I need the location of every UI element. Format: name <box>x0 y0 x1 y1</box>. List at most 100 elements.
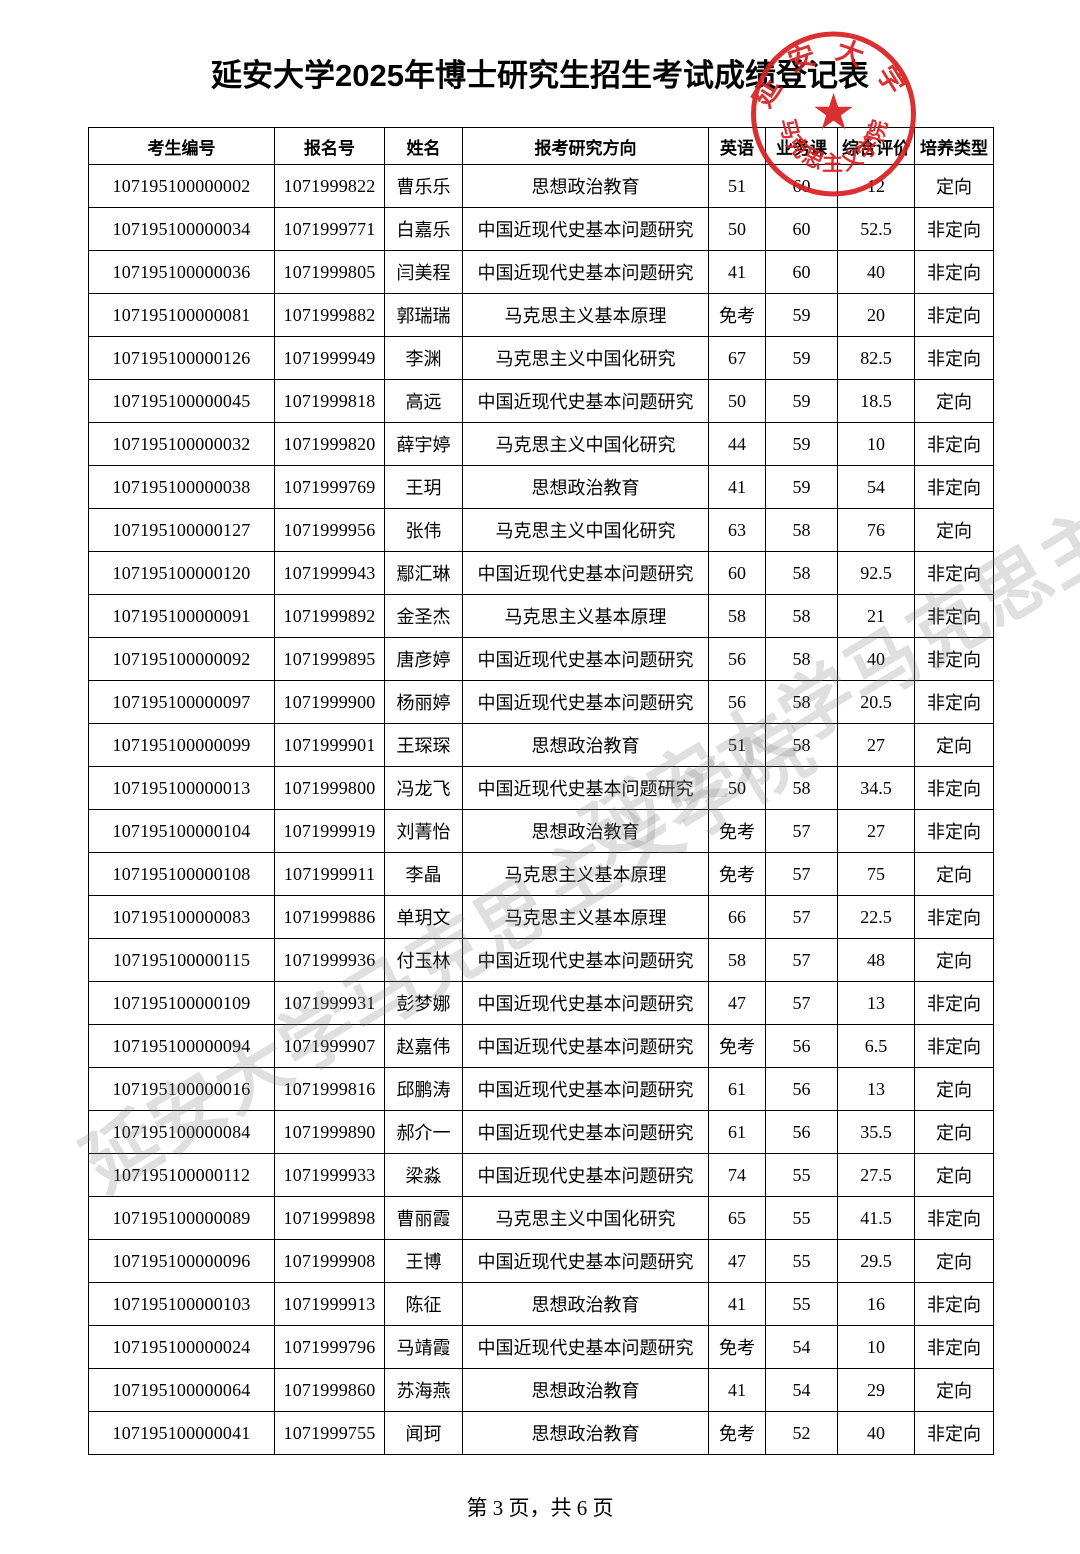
cell-professional: 57 <box>765 895 838 939</box>
cell-english: 51 <box>708 723 766 767</box>
cell-professional: 60 <box>765 250 838 294</box>
cell-name: 闫美程 <box>384 250 463 294</box>
cell-professional: 59 <box>765 293 838 337</box>
cell-comprehensive: 20 <box>837 293 915 337</box>
cell-registration-no: 1071999805 <box>274 250 385 294</box>
table-row: 107195100000097 1071999900 杨丽婷 中国近现代史基本问题研究… <box>88 680 994 724</box>
cell-registration-no: 1071999892 <box>274 594 385 638</box>
cell-research-direction: 中国近现代史基本问题研究 <box>462 1239 709 1283</box>
cell-research-direction: 思想政治教育 <box>462 465 709 509</box>
cell-candidate-id: 107195100000112 <box>88 1153 275 1197</box>
cell-name: 曹乐乐 <box>384 164 463 208</box>
cell-comprehensive: 52.5 <box>837 207 915 251</box>
cell-name: 李晶 <box>384 852 463 896</box>
cell-comprehensive: 92.5 <box>837 551 915 595</box>
cell-name: 苏海燕 <box>384 1368 463 1412</box>
cell-training-type: 定向 <box>914 938 994 982</box>
table-row: 107195100000083 1071999886 单玥文 马克思主义基本原理 66 5… <box>88 895 994 939</box>
cell-english: 免考 <box>708 852 766 896</box>
table-row: 107195100000032 1071999820 薛宇婷 马克思主义中国化研究 44… <box>88 422 994 466</box>
cell-comprehensive: 29.5 <box>837 1239 915 1283</box>
cell-candidate-id: 107195100000094 <box>88 1024 275 1068</box>
cell-english: 51 <box>708 164 766 208</box>
cell-professional: 55 <box>765 1196 838 1240</box>
cell-training-type: 定向 <box>914 1153 994 1197</box>
cell-training-type: 定向 <box>914 1368 994 1412</box>
cell-research-direction: 思想政治教育 <box>462 809 709 853</box>
cell-english: 50 <box>708 207 766 251</box>
cell-name: 邱鹏涛 <box>384 1067 463 1111</box>
table-row: 107195100000038 1071999769 王玥 思想政治教育 41 59 54 非… <box>88 465 994 509</box>
cell-english: 47 <box>708 981 766 1025</box>
cell-professional: 55 <box>765 1153 838 1197</box>
column-header-name: 姓名 <box>384 127 463 165</box>
cell-training-type: 非定向 <box>914 1411 994 1455</box>
table-row: 107195100000103 1071999913 陈征 思想政治教育 41 55 16 非… <box>88 1282 994 1326</box>
cell-candidate-id: 107195100000115 <box>88 938 275 982</box>
column-header-english: 英语 <box>708 127 766 165</box>
cell-candidate-id: 107195100000002 <box>88 164 275 208</box>
cell-registration-no: 1071999933 <box>274 1153 385 1197</box>
cell-training-type: 非定向 <box>914 293 994 337</box>
cell-registration-no: 1071999818 <box>274 379 385 423</box>
cell-professional: 58 <box>765 723 838 767</box>
table-row: 107195100000064 1071999860 苏海燕 思想政治教育 41 54 29… <box>88 1368 994 1412</box>
cell-registration-no: 1071999771 <box>274 207 385 251</box>
cell-professional: 52 <box>765 1411 838 1455</box>
table-row: 107195100000099 1071999901 王琛琛 思想政治教育 51 58 27… <box>88 723 994 767</box>
cell-research-direction: 中国近现代史基本问题研究 <box>462 680 709 724</box>
cell-registration-no: 1071999820 <box>274 422 385 466</box>
cell-professional: 56 <box>765 1110 838 1154</box>
cell-candidate-id: 107195100000091 <box>88 594 275 638</box>
cell-comprehensive: 20.5 <box>837 680 915 724</box>
cell-candidate-id: 107195100000016 <box>88 1067 275 1111</box>
cell-english: 50 <box>708 379 766 423</box>
cell-professional: 58 <box>765 551 838 595</box>
table-row: 107195100000096 1071999908 王博 中国近现代史基本问题研究 4… <box>88 1239 994 1283</box>
cell-candidate-id: 107195100000096 <box>88 1239 275 1283</box>
cell-english: 免考 <box>708 1024 766 1068</box>
cell-name: 单玥文 <box>384 895 463 939</box>
cell-name: 高远 <box>384 379 463 423</box>
cell-english: 41 <box>708 1368 766 1412</box>
cell-comprehensive: 35.5 <box>837 1110 915 1154</box>
cell-comprehensive: 18.5 <box>837 379 915 423</box>
cell-research-direction: 马克思主义基本原理 <box>462 293 709 337</box>
cell-candidate-id: 107195100000108 <box>88 852 275 896</box>
cell-training-type: 定向 <box>914 1067 994 1111</box>
cell-registration-no: 1071999890 <box>274 1110 385 1154</box>
page-title: 延安大学2025年博士研究生招生考试成绩登记表 <box>211 58 869 93</box>
cell-candidate-id: 107195100000038 <box>88 465 275 509</box>
cell-registration-no: 1071999907 <box>274 1024 385 1068</box>
table-row: 107195100000109 1071999931 彭梦娜 中国近现代史基本问题研究… <box>88 981 994 1025</box>
cell-candidate-id: 107195100000097 <box>88 680 275 724</box>
table-row: 107195100000036 1071999805 闫美程 中国近现代史基本问题研究… <box>88 250 994 294</box>
cell-research-direction: 中国近现代史基本问题研究 <box>462 981 709 1025</box>
cell-training-type: 非定向 <box>914 422 994 466</box>
cell-comprehensive: 21 <box>837 594 915 638</box>
cell-training-type: 定向 <box>914 1110 994 1154</box>
cell-english: 41 <box>708 465 766 509</box>
table-row: 107195100000091 1071999892 金圣杰 马克思主义基本原理 58 5… <box>88 594 994 638</box>
cell-name: 王博 <box>384 1239 463 1283</box>
cell-professional: 58 <box>765 508 838 552</box>
cell-name: 郝介一 <box>384 1110 463 1154</box>
cell-candidate-id: 107195100000104 <box>88 809 275 853</box>
cell-name: 王琛琛 <box>384 723 463 767</box>
table-row: 107195100000089 1071999898 曹丽霞 马克思主义中国化研究 65… <box>88 1196 994 1240</box>
cell-training-type: 定向 <box>914 508 994 552</box>
cell-name: 刘菁怡 <box>384 809 463 853</box>
column-header-research-direction: 报考研究方向 <box>462 127 709 165</box>
cell-registration-no: 1071999956 <box>274 508 385 552</box>
cell-registration-no: 1071999886 <box>274 895 385 939</box>
cell-english: 免考 <box>708 809 766 853</box>
cell-research-direction: 马克思主义基本原理 <box>462 895 709 939</box>
cell-professional: 59 <box>765 465 838 509</box>
cell-training-type: 非定向 <box>914 680 994 724</box>
cell-candidate-id: 107195100000041 <box>88 1411 275 1455</box>
cell-english: 65 <box>708 1196 766 1240</box>
cell-registration-no: 1071999908 <box>274 1239 385 1283</box>
cell-research-direction: 中国近现代史基本问题研究 <box>462 207 709 251</box>
cell-training-type: 非定向 <box>914 1024 994 1068</box>
cell-research-direction: 中国近现代史基本问题研究 <box>462 637 709 681</box>
